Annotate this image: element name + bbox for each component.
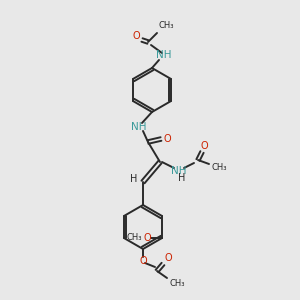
- Text: CH₃: CH₃: [211, 163, 227, 172]
- Text: O: O: [200, 141, 208, 151]
- Text: O: O: [139, 256, 147, 266]
- Text: CH₃: CH₃: [158, 22, 174, 31]
- Text: NH: NH: [156, 50, 172, 60]
- Text: H: H: [130, 174, 138, 184]
- Text: CH₃: CH₃: [126, 233, 142, 242]
- Text: H: H: [178, 173, 186, 183]
- Text: O: O: [163, 134, 171, 144]
- Text: CH₃: CH₃: [169, 278, 185, 287]
- Text: O: O: [164, 253, 172, 263]
- Text: NH: NH: [171, 166, 187, 176]
- Text: O: O: [143, 233, 151, 243]
- Text: O: O: [132, 31, 140, 41]
- Text: NH: NH: [131, 122, 147, 132]
